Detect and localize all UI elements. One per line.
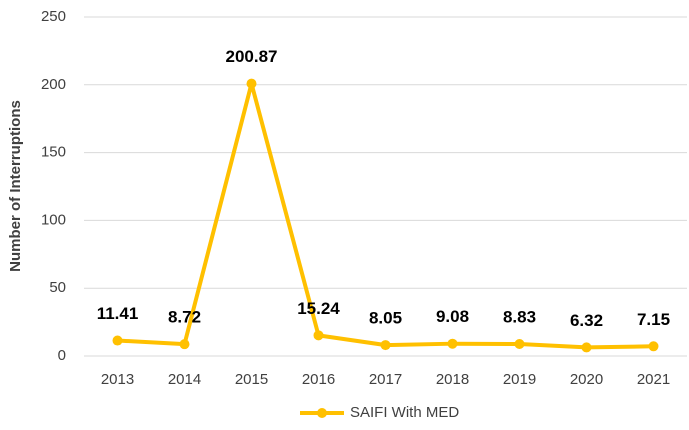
x-tick-label: 2013 bbox=[101, 371, 134, 388]
y-tick-label: 250 bbox=[41, 8, 66, 25]
data-label: 7.15 bbox=[637, 310, 670, 329]
point bbox=[112, 335, 123, 346]
point bbox=[514, 339, 525, 350]
point bbox=[581, 342, 592, 353]
data-label: 8.72 bbox=[168, 308, 201, 327]
data-label: 11.41 bbox=[97, 304, 139, 323]
x-tick-label: 2019 bbox=[503, 371, 536, 388]
point bbox=[648, 341, 659, 352]
y-tick-label: 50 bbox=[49, 279, 66, 296]
x-tick-label: 2018 bbox=[436, 371, 469, 388]
y-axis-label: Number of Interruptions bbox=[7, 100, 24, 272]
x-tick-label: 2017 bbox=[369, 371, 402, 388]
data-label: 8.83 bbox=[503, 308, 536, 327]
point bbox=[313, 330, 324, 341]
x-tick-label: 2016 bbox=[302, 371, 335, 388]
data-label: 200.87 bbox=[226, 47, 278, 66]
data-label: 6.32 bbox=[570, 311, 603, 330]
y-tick-label: 150 bbox=[41, 144, 66, 161]
point bbox=[246, 78, 257, 89]
y-tick-label: 0 bbox=[58, 347, 66, 364]
x-tick-label: 2014 bbox=[168, 371, 201, 388]
data-label: 15.24 bbox=[297, 299, 340, 318]
data-label: 8.05 bbox=[369, 309, 402, 328]
legend-label: SAIFI With MED bbox=[350, 404, 459, 421]
y-tick-label: 100 bbox=[41, 211, 66, 228]
data-label: 9.08 bbox=[436, 307, 469, 326]
y-tick-label: 200 bbox=[41, 76, 66, 93]
point bbox=[447, 338, 458, 349]
legend-marker bbox=[317, 408, 327, 418]
point bbox=[179, 339, 190, 350]
x-tick-label: 2020 bbox=[570, 371, 603, 388]
point bbox=[380, 340, 391, 351]
x-tick-label: 2021 bbox=[637, 371, 670, 388]
x-tick-label: 2015 bbox=[235, 371, 268, 388]
